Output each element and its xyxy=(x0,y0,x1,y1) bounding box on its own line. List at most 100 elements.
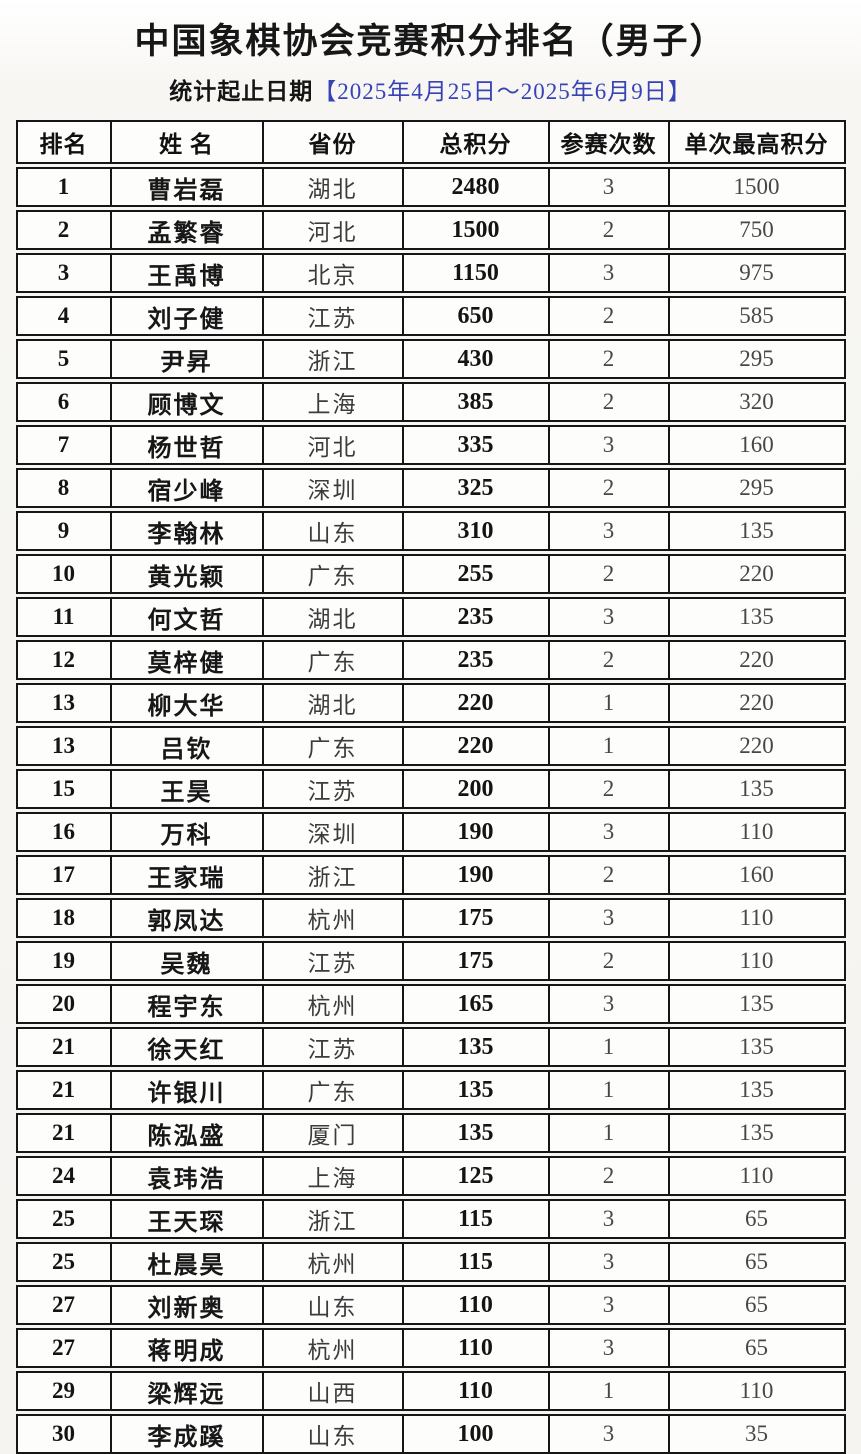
best-single-points-cell: 135 xyxy=(667,511,846,552)
rank-cell: 12 xyxy=(15,640,110,681)
events-count-cell: 3 xyxy=(547,1414,668,1454)
best-single-points-cell: 750 xyxy=(667,210,846,251)
name-cell: 吕钦 xyxy=(109,726,262,767)
table-row: 12 莫梓健 广东 235 2 220 xyxy=(15,640,846,681)
rank-cell: 13 xyxy=(15,683,110,724)
total-points-cell: 125 xyxy=(401,1156,548,1197)
province-cell: 浙江 xyxy=(261,855,402,896)
rank-cell: 20 xyxy=(15,984,110,1025)
total-points-cell: 325 xyxy=(401,468,548,509)
rank-cell: 27 xyxy=(15,1328,110,1369)
rank-cell: 27 xyxy=(15,1285,110,1326)
subtitle-date: 【2025年4月25日～2025年6月9日】 xyxy=(313,78,692,104)
total-points-cell: 100 xyxy=(401,1414,548,1454)
province-cell: 上海 xyxy=(261,382,402,423)
province-cell: 深圳 xyxy=(261,468,402,509)
best-single-points-cell: 160 xyxy=(667,425,846,466)
province-cell: 湖北 xyxy=(261,167,402,208)
best-single-points-cell: 295 xyxy=(667,339,846,380)
best-single-points-cell: 220 xyxy=(667,640,846,681)
table-body: 1 曹岩磊 湖北 2480 3 1500 2 孟繁睿 河北 1500 2 750 3 王禹博 北京 1150 3… xyxy=(15,167,846,1454)
rank-cell: 17 xyxy=(15,855,110,896)
total-points-cell: 220 xyxy=(401,726,548,767)
province-cell: 河北 xyxy=(261,425,402,466)
events-count-cell: 2 xyxy=(547,855,668,896)
rank-cell: 8 xyxy=(15,468,110,509)
table-row: 8 宿少峰 深圳 325 2 295 xyxy=(15,468,846,509)
events-count-cell: 3 xyxy=(547,425,668,466)
name-cell: 王天琛 xyxy=(109,1199,262,1240)
best-single-points-cell: 65 xyxy=(667,1199,846,1240)
header-name-cell: 姓 名 xyxy=(109,120,262,165)
events-count-cell: 2 xyxy=(547,554,668,595)
best-single-points-cell: 135 xyxy=(667,597,846,638)
best-single-points-cell: 35 xyxy=(667,1414,846,1454)
table-row: 3 王禹博 北京 1150 3 975 xyxy=(15,253,846,294)
best-single-points-cell: 65 xyxy=(667,1328,846,1369)
table-row: 4 刘子健 江苏 650 2 585 xyxy=(15,296,846,337)
events-count-cell: 3 xyxy=(547,511,668,552)
table-row: 16 万科 深圳 190 3 110 xyxy=(15,812,846,853)
best-single-points-cell: 320 xyxy=(667,382,846,423)
table-row: 15 王昊 江苏 200 2 135 xyxy=(15,769,846,810)
rank-cell: 9 xyxy=(15,511,110,552)
table-row: 25 王天琛 浙江 115 3 65 xyxy=(15,1199,846,1240)
total-points-cell: 135 xyxy=(401,1027,548,1068)
province-cell: 广东 xyxy=(261,726,402,767)
province-cell: 山东 xyxy=(261,1414,402,1454)
name-cell: 王禹博 xyxy=(109,253,262,294)
province-cell: 江苏 xyxy=(261,769,402,810)
events-count-cell: 2 xyxy=(547,296,668,337)
events-count-cell: 1 xyxy=(547,726,668,767)
total-points-cell: 175 xyxy=(401,941,548,982)
table-row: 25 杜晨昊 杭州 115 3 65 xyxy=(15,1242,846,1283)
total-points-cell: 115 xyxy=(401,1242,548,1283)
table-row: 1 曹岩磊 湖北 2480 3 1500 xyxy=(15,167,846,208)
rank-cell: 10 xyxy=(15,554,110,595)
table-header-row: 排名姓 名省份 总积分 参赛次数 单次最高积分 xyxy=(15,120,846,165)
name-cell: 梁辉远 xyxy=(109,1371,262,1412)
events-count-cell: 2 xyxy=(547,210,668,251)
total-points-cell: 2480 xyxy=(401,167,548,208)
best-single-points-cell: 160 xyxy=(667,855,846,896)
header-rank-cell: 排名 xyxy=(15,120,110,165)
rank-cell: 29 xyxy=(15,1371,110,1412)
province-cell: 湖北 xyxy=(261,597,402,638)
name-cell: 王昊 xyxy=(109,769,262,810)
best-single-points-cell: 110 xyxy=(667,898,846,939)
province-cell: 江苏 xyxy=(261,1027,402,1068)
best-single-points-cell: 220 xyxy=(667,554,846,595)
page-title: 中国象棋协会竞赛积分排名（男子） xyxy=(134,22,727,61)
total-points-cell: 335 xyxy=(401,425,548,466)
total-points-cell: 165 xyxy=(401,984,548,1025)
total-points-cell: 1500 xyxy=(401,210,548,251)
rank-cell: 1 xyxy=(15,167,110,208)
rank-cell: 25 xyxy=(15,1199,110,1240)
total-points-cell: 255 xyxy=(401,554,548,595)
total-points-cell: 110 xyxy=(401,1371,548,1412)
name-cell: 郭凤达 xyxy=(109,898,262,939)
name-cell: 程宇东 xyxy=(109,984,262,1025)
best-single-points-cell: 220 xyxy=(667,683,846,724)
total-points-cell: 310 xyxy=(401,511,548,552)
header-best-single-points-cell: 单次最高积分 xyxy=(667,120,846,165)
table-row: 29 梁辉远 山西 110 1 110 xyxy=(15,1371,846,1412)
events-count-cell: 3 xyxy=(547,1242,668,1283)
table-row: 18 郭凤达 杭州 175 3 110 xyxy=(15,898,846,939)
best-single-points-cell: 220 xyxy=(667,726,846,767)
province-cell: 江苏 xyxy=(261,296,402,337)
table-row: 27 蒋明成 杭州 110 3 65 xyxy=(15,1328,846,1369)
best-single-points-cell: 110 xyxy=(667,941,846,982)
name-cell: 刘新奥 xyxy=(109,1285,262,1326)
events-count-cell: 3 xyxy=(547,167,668,208)
rank-cell: 4 xyxy=(15,296,110,337)
best-single-points-cell: 135 xyxy=(667,984,846,1025)
events-count-cell: 3 xyxy=(547,812,668,853)
name-cell: 柳大华 xyxy=(109,683,262,724)
rank-cell: 21 xyxy=(15,1070,110,1111)
events-count-cell: 3 xyxy=(547,597,668,638)
total-points-cell: 110 xyxy=(401,1285,548,1326)
name-cell: 杨世哲 xyxy=(109,425,262,466)
name-cell: 蒋明成 xyxy=(109,1328,262,1369)
province-cell: 广东 xyxy=(261,640,402,681)
